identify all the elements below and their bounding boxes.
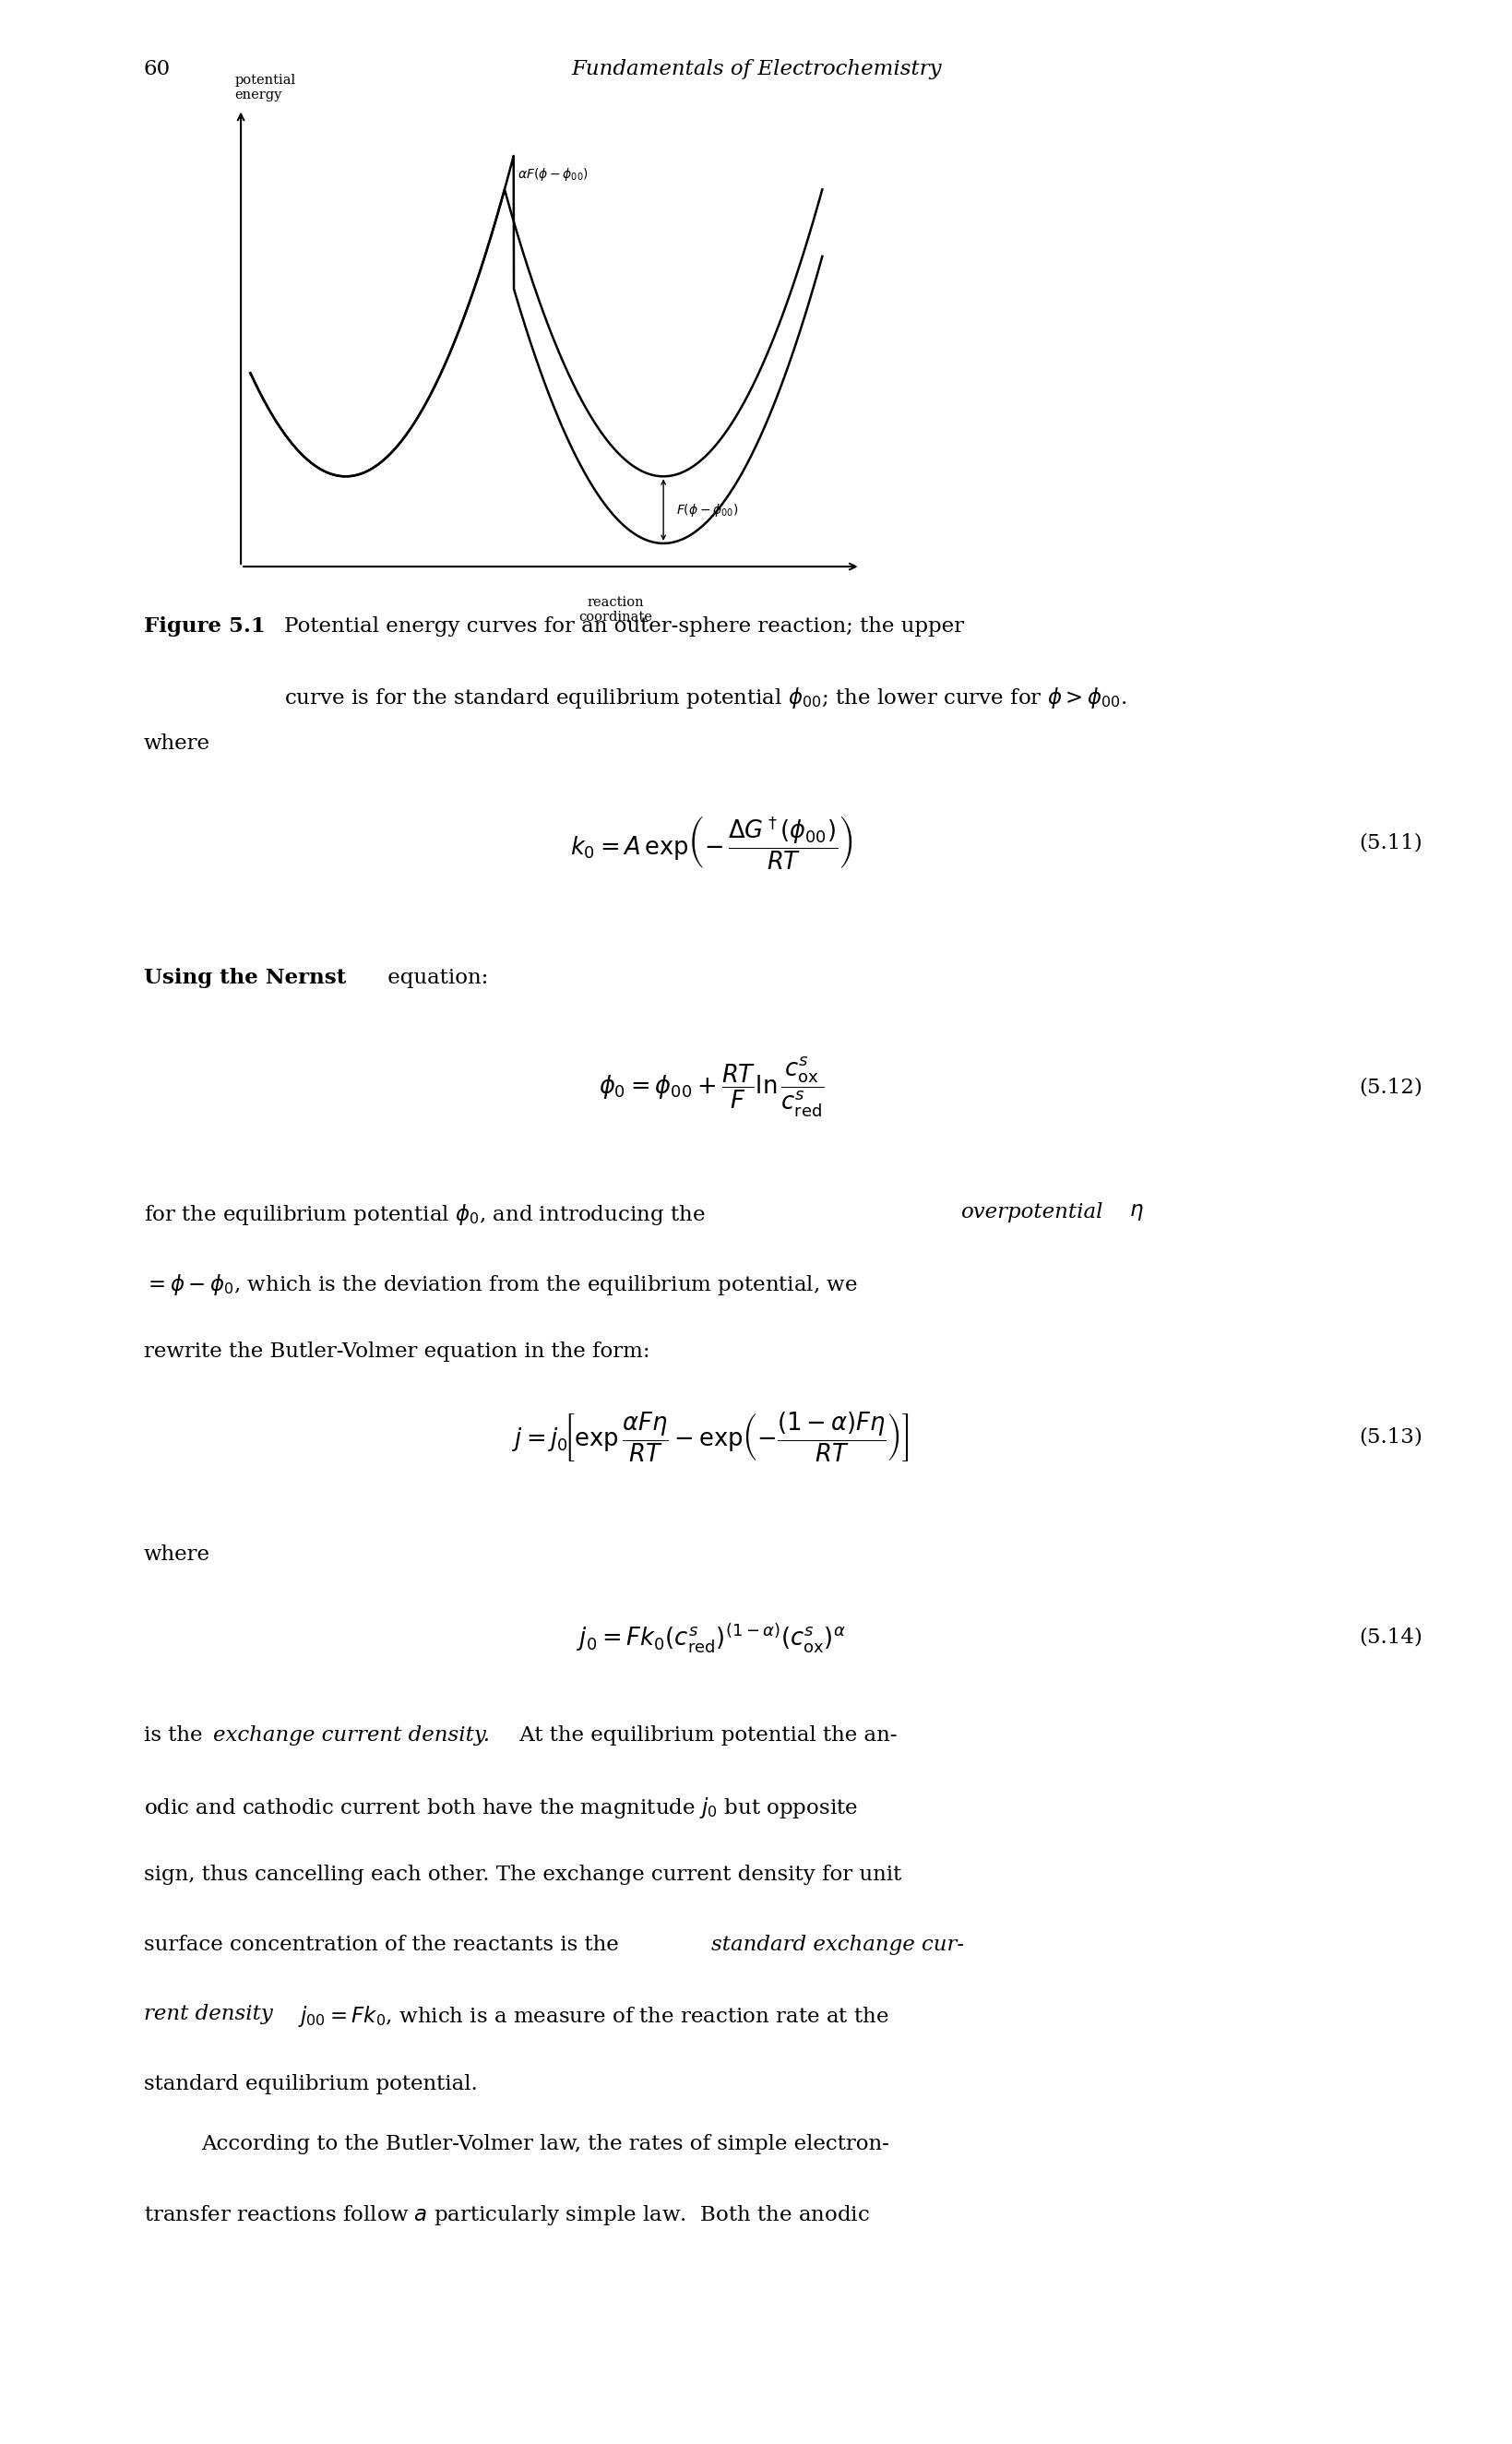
Text: where: where [144,733,210,753]
Text: surface concentration of the reactants is the: surface concentration of the reactants i… [144,1936,624,1955]
Text: 60: 60 [144,59,171,78]
Text: overpotential: overpotential [960,1202,1102,1222]
Text: where: where [144,1545,210,1564]
Text: standard equilibrium potential.: standard equilibrium potential. [144,2073,478,2095]
Text: (5.14): (5.14) [1358,1628,1421,1647]
Text: According to the Butler-Volmer law, the rates of simple electron-: According to the Butler-Volmer law, the … [201,2134,889,2153]
Text: Fundamentals of Electrochemistry: Fundamentals of Electrochemistry [572,59,940,78]
Text: Potential energy curves for an outer-sphere reaction; the upper: Potential energy curves for an outer-sph… [284,616,963,635]
Text: $F(\phi-\phi_{00})$: $F(\phi-\phi_{00})$ [676,501,738,518]
Text: reaction
coordinate: reaction coordinate [579,596,652,623]
Text: potential
energy: potential energy [234,73,295,103]
Text: $j_{00} = Fk_0$, which is a measure of the reaction rate at the: $j_{00} = Fk_0$, which is a measure of t… [293,2004,889,2029]
Text: exchange current density.: exchange current density. [213,1725,490,1745]
Text: for the equilibrium potential $\phi_0$, and introducing the: for the equilibrium potential $\phi_0$, … [144,1202,706,1227]
Text: $k_0 = A\,\exp\!\left(-\,\dfrac{\Delta G^\dagger(\phi_{00})}{RT}\right)$: $k_0 = A\,\exp\!\left(-\,\dfrac{\Delta G… [570,814,851,873]
Text: sign, thus cancelling each other. The exchange current density for unit: sign, thus cancelling each other. The ex… [144,1865,901,1884]
Text: $\eta$: $\eta$ [1122,1202,1143,1222]
Text: At the equilibrium potential the an-: At the equilibrium potential the an- [513,1725,897,1745]
Text: (5.12): (5.12) [1358,1078,1421,1097]
Text: rent density: rent density [144,2004,272,2024]
Text: odic and cathodic current both have the magnitude $j_0$ but opposite: odic and cathodic current both have the … [144,1794,857,1821]
Text: $\alpha F(\phi-\phi_{00})$: $\alpha F(\phi-\phi_{00})$ [517,166,588,183]
Text: standard exchange cur-: standard exchange cur- [711,1936,963,1955]
Text: $j = j_0\!\left[\exp\dfrac{\alpha F\eta}{RT} - \exp\!\left(-\dfrac{(1-\alpha)F\e: $j = j_0\!\left[\exp\dfrac{\alpha F\eta}… [513,1410,909,1464]
Text: equation:: equation: [381,968,488,987]
Text: transfer reactions follow $a$ particularly simple law.  Both the anodic: transfer reactions follow $a$ particular… [144,2204,869,2226]
Text: $= \phi - \phi_0$, which is the deviation from the equilibrium potential, we: $= \phi - \phi_0$, which is the deviatio… [144,1271,857,1298]
Text: is the: is the [144,1725,209,1745]
Text: Figure 5.1: Figure 5.1 [144,616,265,635]
Text: curve is for the standard equilibrium potential $\phi_{00}$; the lower curve for: curve is for the standard equilibrium po… [284,684,1126,711]
Text: $\phi_0 = \phi_{00} + \dfrac{RT}{F}\ln\dfrac{c^s_{\mathrm{ox}}}{c^s_{\mathrm{red: $\phi_0 = \phi_{00} + \dfrac{RT}{F}\ln\d… [597,1056,824,1119]
Text: rewrite the Butler-Volmer equation in the form:: rewrite the Butler-Volmer equation in th… [144,1342,650,1361]
Text: $j_0 = Fk_0(c^s_{\mathrm{red}})^{(1-\alpha)}(c^s_{\mathrm{ox}})^\alpha$: $j_0 = Fk_0(c^s_{\mathrm{red}})^{(1-\alp… [576,1620,845,1655]
Text: (5.13): (5.13) [1358,1427,1421,1447]
Text: Using the Nernst: Using the Nernst [144,968,346,987]
Text: (5.11): (5.11) [1358,833,1421,853]
